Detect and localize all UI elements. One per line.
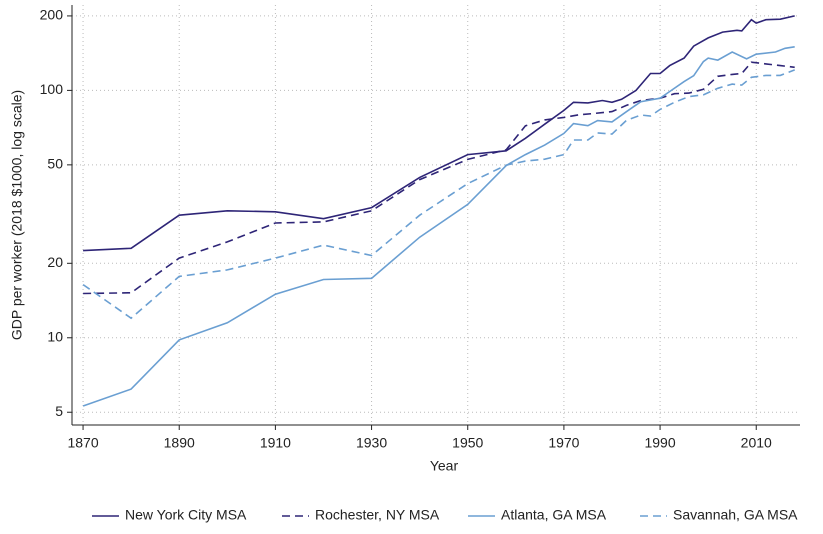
legend-label: Savannah, GA MSA [673,507,798,523]
x-tick-label: 1990 [644,435,675,451]
x-tick-label: 1910 [260,435,291,451]
x-tick-label: 1950 [452,435,483,451]
y-tick-label: 200 [40,7,64,23]
y-tick-label: 10 [47,328,63,344]
y-tick-label: 50 [47,156,63,172]
y-tick-label: 100 [40,81,64,97]
legend-label: Atlanta, GA MSA [501,507,607,523]
x-tick-label: 2010 [741,435,772,451]
series-line [82,69,795,320]
x-tick-label: 1930 [356,435,387,451]
y-axis-label: GDP per worker (2018 $1000, log scale) [9,90,25,340]
series-line [82,46,795,407]
y-tick-label: 20 [47,254,63,270]
legend-label: Rochester, NY MSA [315,507,440,523]
x-tick-label: 1870 [67,435,98,451]
series-line [83,61,795,295]
series-line [83,15,795,252]
x-axis-label: Year [430,458,459,474]
legend-label: New York City MSA [125,507,247,523]
x-tick-label: 1890 [164,435,195,451]
x-tick-label: 1970 [548,435,579,451]
y-tick-label: 5 [55,403,63,419]
